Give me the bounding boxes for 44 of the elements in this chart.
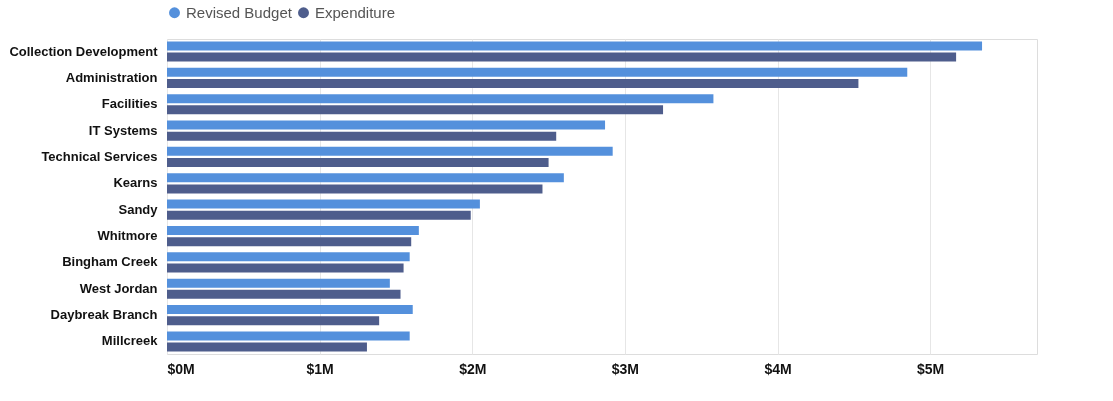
bar bbox=[167, 158, 549, 168]
legend-label: Revised Budget bbox=[186, 3, 293, 21]
bar bbox=[167, 184, 543, 194]
bar bbox=[167, 67, 908, 77]
bar bbox=[167, 237, 412, 247]
bar bbox=[167, 252, 410, 262]
bar bbox=[167, 78, 859, 88]
bar bbox=[167, 120, 606, 130]
bar bbox=[167, 131, 557, 141]
bar bbox=[167, 210, 471, 220]
y-tick-label: Sandy bbox=[118, 201, 159, 217]
bar bbox=[167, 289, 401, 299]
y-tick-label: Collection Development bbox=[9, 43, 159, 59]
x-tick-label: $2M bbox=[459, 360, 487, 377]
bar bbox=[167, 331, 410, 341]
x-tick-label: $0M bbox=[167, 360, 195, 377]
y-tick-label: Daybreak Branch bbox=[50, 307, 158, 323]
bar bbox=[167, 105, 664, 115]
bar bbox=[167, 278, 390, 288]
bar bbox=[167, 342, 367, 352]
x-tick-label: $5M bbox=[917, 360, 945, 377]
bar bbox=[167, 225, 419, 235]
bar bbox=[167, 173, 564, 183]
bar bbox=[167, 41, 983, 51]
bar bbox=[167, 305, 413, 315]
y-tick-label: Millcreek bbox=[101, 333, 159, 349]
bar bbox=[167, 52, 957, 62]
y-tick-label: Whitmore bbox=[97, 228, 158, 244]
y-tick-label: IT Systems bbox=[88, 122, 158, 138]
x-tick-label: $1M bbox=[306, 360, 334, 377]
x-tick-label: $4M bbox=[764, 360, 792, 377]
y-tick-label: Bingham Creek bbox=[62, 254, 159, 270]
bar bbox=[167, 316, 380, 326]
bar bbox=[167, 94, 714, 104]
legend-label: Expenditure bbox=[315, 3, 396, 21]
y-tick-label: Kearns bbox=[113, 175, 158, 191]
bar bbox=[167, 199, 480, 209]
bar bbox=[167, 146, 613, 156]
bar bbox=[167, 263, 404, 273]
y-tick-label: Administration bbox=[65, 69, 158, 85]
x-tick-label: $3M bbox=[611, 360, 640, 377]
y-tick-label: West Jordan bbox=[79, 280, 158, 296]
y-tick-label: Technical Services bbox=[41, 148, 158, 164]
y-tick-label: Facilities bbox=[101, 96, 158, 112]
